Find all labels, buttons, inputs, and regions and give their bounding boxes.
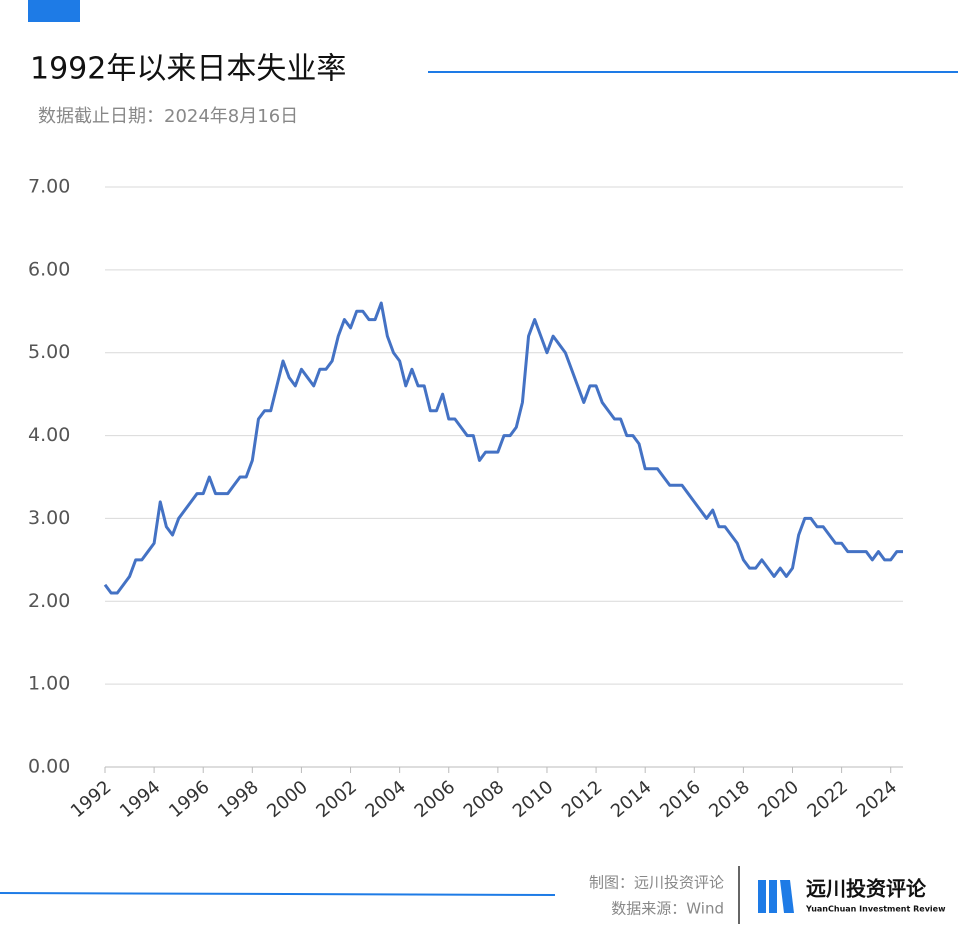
x-tick-label: 2022 bbox=[803, 777, 852, 823]
y-tick-label: 4.00 bbox=[28, 424, 70, 446]
x-tick-label: 2024 bbox=[853, 777, 902, 823]
y-tick-label: 1.00 bbox=[28, 673, 70, 695]
y-tick-label: 7.00 bbox=[28, 176, 70, 198]
source: 数据来源：Wind bbox=[611, 900, 724, 918]
y-tick-label: 5.00 bbox=[28, 341, 70, 363]
x-tick-label: 1994 bbox=[116, 777, 165, 823]
footer-rule bbox=[0, 892, 556, 896]
x-tick-label: 2020 bbox=[754, 777, 803, 823]
x-tick-label: 2014 bbox=[607, 777, 656, 823]
x-tick-label: 2006 bbox=[411, 777, 460, 823]
y-tick-label: 3.00 bbox=[28, 507, 70, 529]
y-tick-label: 6.00 bbox=[28, 258, 70, 280]
x-tick-label: 2018 bbox=[705, 777, 754, 823]
line bbox=[103, 301, 903, 595]
x-tick-label: 2002 bbox=[312, 777, 361, 823]
y-tick-label: 0.00 bbox=[28, 756, 70, 778]
x-tick-label: 2012 bbox=[558, 777, 607, 823]
brand: 远川投资评论 bbox=[806, 877, 927, 901]
x-tick-label: 2004 bbox=[361, 777, 410, 823]
credit: 制图：远川投资评论 bbox=[589, 874, 724, 892]
chart-title: 1992年以来日本失业率 bbox=[30, 52, 346, 87]
brand-logo bbox=[758, 880, 794, 913]
x-tick-label: 2008 bbox=[460, 777, 509, 823]
x-tick-label: 1998 bbox=[214, 777, 263, 823]
chart-subtitle: 数据截止日期：2024年8月16日 bbox=[38, 106, 298, 127]
x-tick-label: 2000 bbox=[263, 777, 312, 823]
y-tick-label: 2.00 bbox=[28, 590, 70, 612]
logo-block bbox=[28, 0, 80, 22]
x-tick-label: 1992 bbox=[67, 777, 116, 823]
brand-en: YuanChuan Investment Review bbox=[805, 905, 946, 914]
x-tick-label: 2016 bbox=[656, 777, 705, 823]
plot: 0.00 1.00 2.00 3.00 4.00 5.00 6.00 7.00 1992 1994… bbox=[28, 176, 903, 823]
x-tick-label: 1996 bbox=[165, 777, 214, 823]
x-tick-label: 2010 bbox=[509, 777, 558, 823]
